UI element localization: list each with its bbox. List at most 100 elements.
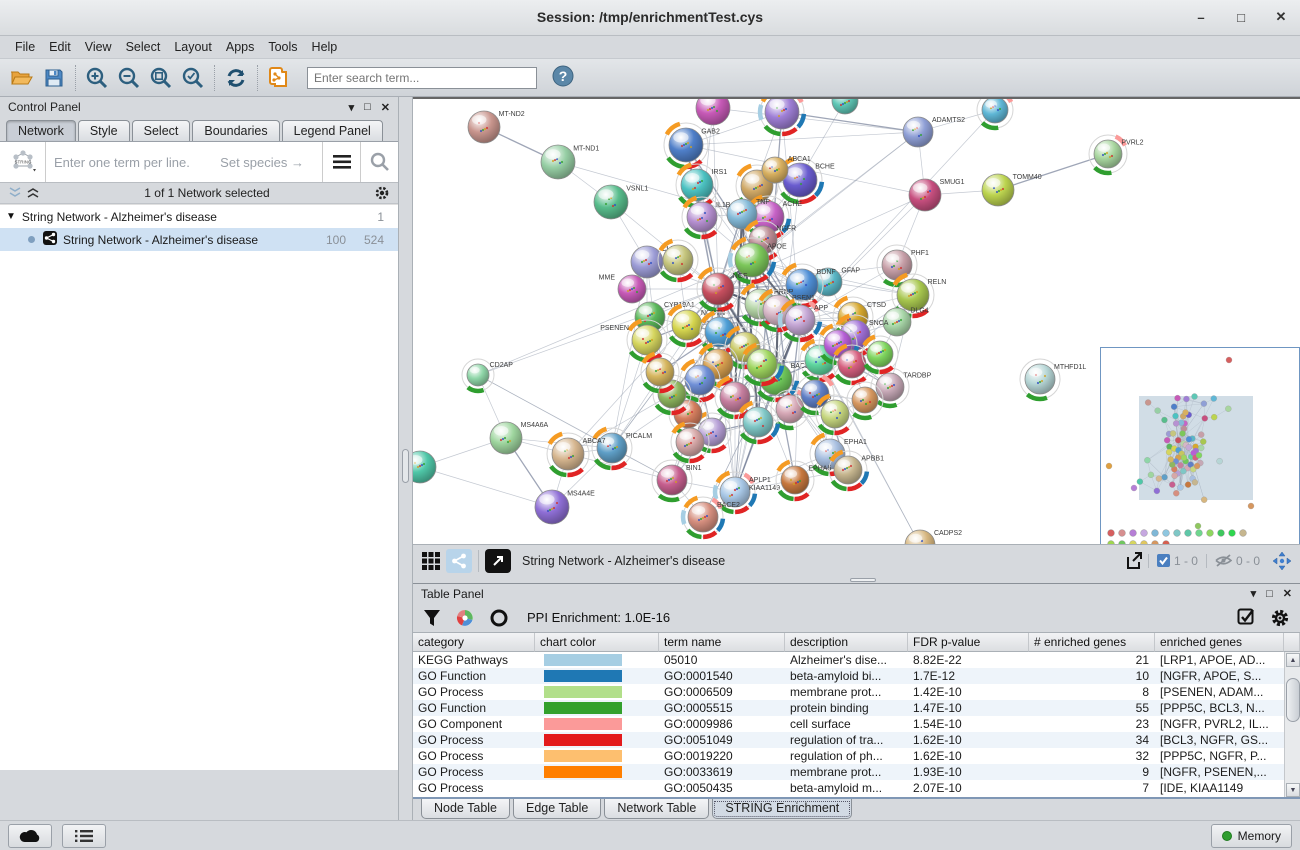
network-node[interactable] <box>831 99 859 115</box>
network-node[interactable] <box>712 374 758 420</box>
network-node[interactable]: MT-ND1 <box>540 144 599 180</box>
column-header-description[interactable]: description <box>785 633 908 652</box>
table-tab-network-table[interactable]: Network Table <box>604 799 710 819</box>
network-node[interactable]: CD2AP <box>459 356 513 394</box>
cloud-button[interactable] <box>8 823 52 848</box>
menu-help[interactable]: Help <box>311 40 338 54</box>
network-node[interactable]: MS4A4E <box>534 489 595 525</box>
network-node[interactable]: VSNL1 <box>593 184 648 220</box>
panel-menu-button[interactable]: ▾ <box>348 101 355 114</box>
network-edge[interactable] <box>734 309 779 493</box>
panel-float-button[interactable]: □ <box>364 101 371 113</box>
zoom-out-button[interactable] <box>113 63 145 93</box>
network-edge[interactable] <box>685 131 919 146</box>
network-edge[interactable] <box>419 466 553 508</box>
network-node[interactable]: PICALM <box>589 425 652 471</box>
menu-view[interactable]: View <box>84 40 112 54</box>
table-row[interactable]: GO Process GO:0050435 beta-amyloid m... 2.0… <box>413 780 1284 796</box>
table-row[interactable]: GO Process GO:0051049 regulation of tra...… <box>413 732 1284 748</box>
network-node[interactable]: PVRL2 <box>1086 132 1144 176</box>
network-node[interactable]: TNF <box>726 198 770 230</box>
network-node[interactable]: ABCA7 <box>544 430 606 478</box>
network-node[interactable] <box>668 420 712 464</box>
table-row[interactable]: GO Function GO:0005515 protein binding 1.47… <box>413 700 1284 716</box>
table-tab-edge-table[interactable]: Edge Table <box>513 799 602 819</box>
network-node[interactable]: CADPS2 <box>904 529 962 544</box>
network-node[interactable] <box>739 341 785 387</box>
table-tab-node-table[interactable]: Node Table <box>421 799 511 819</box>
menu-select[interactable]: Select <box>125 40 161 54</box>
panel-menu-button[interactable]: ▾ <box>1250 588 1257 600</box>
panel-close-button[interactable]: ✕ <box>1282 588 1292 600</box>
table-row[interactable]: GO Process GO:0006509 membrane prot... 1.42… <box>413 684 1284 700</box>
network-edge[interactable] <box>751 131 919 261</box>
network-node[interactable]: RELN <box>889 271 946 319</box>
network-list-item[interactable]: ▼ String Network - Alzheimer's disease 1 <box>0 205 398 228</box>
expand-all-icon[interactable] <box>8 187 22 199</box>
scroll-up-arrow[interactable]: ▲ <box>1286 653 1300 667</box>
network-node[interactable] <box>695 99 731 126</box>
tab-network[interactable]: Network <box>6 120 76 141</box>
network-node[interactable] <box>655 237 701 283</box>
filter-icon[interactable] <box>423 609 441 627</box>
column-header--enriched-genes[interactable]: # enriched genes <box>1029 633 1155 652</box>
network-node[interactable]: NGF <box>694 265 747 313</box>
close-button[interactable]: ✕ <box>1275 9 1287 24</box>
network-node[interactable] <box>650 372 694 416</box>
menu-apps[interactable]: Apps <box>225 40 255 54</box>
settings-gear-icon[interactable] <box>1270 608 1290 628</box>
menu-tools[interactable]: Tools <box>268 40 298 54</box>
network-overview-button[interactable] <box>446 548 472 573</box>
network-node[interactable]: TOMM40 <box>981 173 1042 207</box>
menu-edit[interactable]: Edit <box>49 40 71 54</box>
grid-view-button[interactable] <box>418 549 444 573</box>
network-node[interactable]: IL1B <box>679 194 731 240</box>
string-search-button[interactable] <box>360 142 398 182</box>
network-node[interactable] <box>757 99 807 137</box>
network-node[interactable] <box>677 357 723 403</box>
network-node[interactable]: APOE <box>727 235 787 285</box>
selected-checkbox-icon[interactable] <box>1156 554 1170 567</box>
horizontal-splitter[interactable] <box>413 576 1300 583</box>
search-input[interactable] <box>307 66 537 89</box>
tab-style[interactable]: Style <box>77 120 130 141</box>
network-list-item[interactable]: String Network - Alzheimer's disease 100 5… <box>0 228 398 251</box>
network-edge[interactable] <box>477 288 719 376</box>
table-row[interactable]: GO Process GO:0019220 regulation of ph... 1… <box>413 748 1284 764</box>
column-header-term-name[interactable]: term name <box>659 633 785 652</box>
zoom-in-button[interactable] <box>81 63 113 93</box>
network-node[interactable]: MT-ND2 <box>467 110 525 144</box>
set-species-hint[interactable]: Set species → <box>220 154 304 170</box>
network-node[interactable]: APBB1 <box>826 448 884 492</box>
network-node[interactable]: IRS1 <box>673 161 727 209</box>
scroll-down-arrow[interactable]: ▼ <box>1286 783 1300 797</box>
network-node[interactable]: SMUG1 <box>908 178 965 212</box>
maximize-button[interactable]: □ <box>1237 9 1245 25</box>
export-network-button[interactable] <box>1121 549 1147 573</box>
network-node[interactable]: EPHA5 <box>773 458 831 502</box>
chart-color-wheel-icon[interactable] <box>455 608 475 628</box>
network-node[interactable] <box>859 333 901 375</box>
network-edge[interactable] <box>997 153 1109 191</box>
scroll-thumb[interactable] <box>1286 678 1300 722</box>
minimize-button[interactable]: – <box>1197 9 1205 25</box>
network-node[interactable] <box>638 350 682 394</box>
network-edge[interactable] <box>799 194 926 321</box>
string-query-input[interactable]: Enter one term per line. Set species → <box>46 155 322 170</box>
network-node[interactable] <box>813 392 857 436</box>
network-canvas[interactable]: MT-ND2MT-ND1VSNL1GAB2IRS1CHATBCHEACHETNF… <box>413 97 1300 544</box>
zoom-fit-button[interactable] <box>145 63 177 93</box>
network-node[interactable] <box>844 379 886 421</box>
network-node[interactable]: BIN1 <box>649 457 702 503</box>
column-header-enriched-genes[interactable]: enriched genes <box>1155 633 1284 652</box>
clone-network-button[interactable] <box>263 63 295 93</box>
collapse-all-icon[interactable] <box>26 187 40 199</box>
network-edge[interactable] <box>712 107 919 133</box>
network-node[interactable] <box>735 399 781 445</box>
network-node[interactable]: ADAMTS2 <box>902 116 965 148</box>
table-row[interactable]: KEGG Pathways 05010 Alzheimer's dise... 8.8… <box>413 652 1284 668</box>
vertical-splitter[interactable] <box>399 97 413 820</box>
zoom-selected-button[interactable] <box>177 63 209 93</box>
network-node[interactable] <box>974 99 1016 131</box>
